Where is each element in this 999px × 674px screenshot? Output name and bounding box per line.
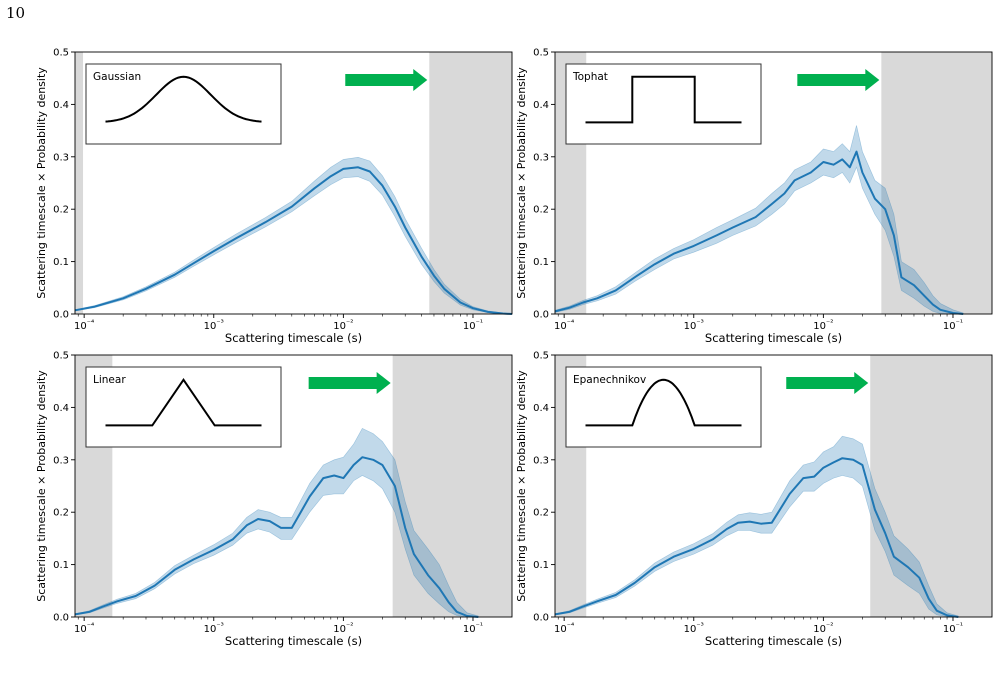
y-tick-label: 0.3 bbox=[53, 455, 69, 466]
x-tick-label: 10⁻² bbox=[333, 318, 353, 332]
kernel-shape-icon bbox=[105, 378, 262, 427]
median-line bbox=[554, 150, 964, 315]
x-tick-label: 10⁻² bbox=[813, 318, 833, 332]
y-tick-label: 0.0 bbox=[533, 310, 549, 321]
median-line bbox=[74, 166, 513, 315]
kernel-label: Gaussian bbox=[93, 71, 141, 83]
excluded-region bbox=[392, 355, 512, 617]
y-tick-label: 0.3 bbox=[533, 455, 549, 466]
x-tick-label: 10⁻² bbox=[813, 621, 833, 635]
x-tick-label: 10⁻² bbox=[333, 621, 353, 635]
axes-frame bbox=[74, 51, 513, 315]
y-tick-label: 0.1 bbox=[53, 560, 69, 571]
chart-panel-gaussian: 0.0 0.1 0.2 0.3 0.4 0.5 10⁻⁴ 10⁻³ 10⁻² 10⁻¹ Scatte… bbox=[35, 48, 513, 345]
kernel-shape-icon bbox=[105, 75, 262, 123]
y-tick-label: 0.1 bbox=[533, 257, 549, 268]
page-number: 10 bbox=[6, 4, 26, 22]
y-tick-label: 0.5 bbox=[53, 48, 69, 59]
x-axis-label: Scattering timescale (s) bbox=[705, 331, 842, 345]
x-axis-label: Scattering timescale (s) bbox=[225, 331, 362, 345]
arrow-right-icon bbox=[308, 372, 391, 394]
x-tick-label: 10⁻¹ bbox=[943, 621, 963, 635]
y-tick-label: 0.1 bbox=[53, 257, 69, 268]
y-tick-label: 0.5 bbox=[533, 48, 549, 59]
median-line bbox=[554, 457, 959, 618]
kernel-inset-box bbox=[565, 366, 762, 448]
kernel-label: Linear bbox=[93, 374, 126, 386]
arrow-right-icon bbox=[797, 69, 880, 91]
arrow-right-icon bbox=[345, 69, 428, 91]
arrow-right-icon bbox=[786, 372, 869, 394]
chart-panel-epanechnikov: 0.0 0.1 0.2 0.3 0.4 0.5 10⁻⁴ 10⁻³ 10⁻² 10⁻¹ Scatte… bbox=[515, 351, 993, 648]
x-tick-label: 10⁻¹ bbox=[463, 621, 483, 635]
kernel-label: Tophat bbox=[572, 71, 608, 83]
median-line bbox=[74, 456, 479, 618]
excluded-region bbox=[429, 52, 512, 314]
y-tick-label: 0.1 bbox=[533, 560, 549, 571]
excluded-region bbox=[870, 355, 992, 617]
x-tick-label: 10⁻³ bbox=[684, 318, 704, 332]
y-tick-label: 0.0 bbox=[53, 613, 69, 624]
y-tick-label: 0.4 bbox=[533, 403, 549, 414]
y-tick-label: 0.4 bbox=[53, 403, 69, 414]
x-tick-label: 10⁻⁴ bbox=[74, 621, 94, 635]
axes-frame bbox=[74, 354, 513, 618]
excluded-region bbox=[75, 52, 84, 314]
y-tick-label: 0.3 bbox=[53, 152, 69, 163]
kernel-label: Epanechnikov bbox=[573, 374, 646, 386]
x-tick-label: 10⁻⁴ bbox=[554, 621, 574, 635]
x-axis-label: Scattering timescale (s) bbox=[225, 634, 362, 648]
y-tick-label: 0.4 bbox=[53, 100, 69, 111]
y-axis-label: Scattering timescale × Probability densi… bbox=[515, 67, 528, 299]
y-tick-label: 0.2 bbox=[53, 508, 69, 519]
y-tick-label: 0.4 bbox=[533, 100, 549, 111]
x-tick-label: 10⁻¹ bbox=[943, 318, 963, 332]
y-axis-label: Scattering timescale × Probability densi… bbox=[515, 370, 528, 602]
y-tick-label: 0.0 bbox=[53, 310, 69, 321]
y-tick-label: 0.2 bbox=[533, 508, 549, 519]
y-tick-label: 0.2 bbox=[533, 205, 549, 216]
kernel-shape-icon bbox=[585, 75, 742, 124]
kernel-shape-icon bbox=[585, 378, 742, 427]
x-tick-label: 10⁻³ bbox=[204, 318, 224, 332]
y-tick-label: 0.5 bbox=[533, 351, 549, 362]
x-tick-label: 10⁻³ bbox=[684, 621, 704, 635]
chart-panel-tophat: 0.0 0.1 0.2 0.3 0.4 0.5 10⁻⁴ 10⁻³ 10⁻² 10⁻¹ Scatte… bbox=[515, 48, 993, 345]
x-tick-label: 10⁻¹ bbox=[463, 318, 483, 332]
y-axis-label: Scattering timescale × Probability densi… bbox=[35, 370, 48, 602]
x-tick-label: 10⁻³ bbox=[204, 621, 224, 635]
chart-panel-linear: 0.0 0.1 0.2 0.3 0.4 0.5 10⁻⁴ 10⁻³ 10⁻² 10⁻¹ Scatte… bbox=[35, 351, 513, 648]
axes-frame bbox=[554, 51, 993, 315]
y-tick-label: 0.0 bbox=[533, 613, 549, 624]
y-tick-label: 0.5 bbox=[53, 351, 69, 362]
y-axis-label: Scattering timescale × Probability densi… bbox=[35, 67, 48, 299]
y-tick-label: 0.2 bbox=[53, 205, 69, 216]
x-axis-label: Scattering timescale (s) bbox=[705, 634, 842, 648]
y-tick-label: 0.3 bbox=[533, 152, 549, 163]
x-tick-label: 10⁻⁴ bbox=[554, 318, 574, 332]
x-tick-label: 10⁻⁴ bbox=[74, 318, 94, 332]
axes-frame bbox=[554, 354, 993, 618]
